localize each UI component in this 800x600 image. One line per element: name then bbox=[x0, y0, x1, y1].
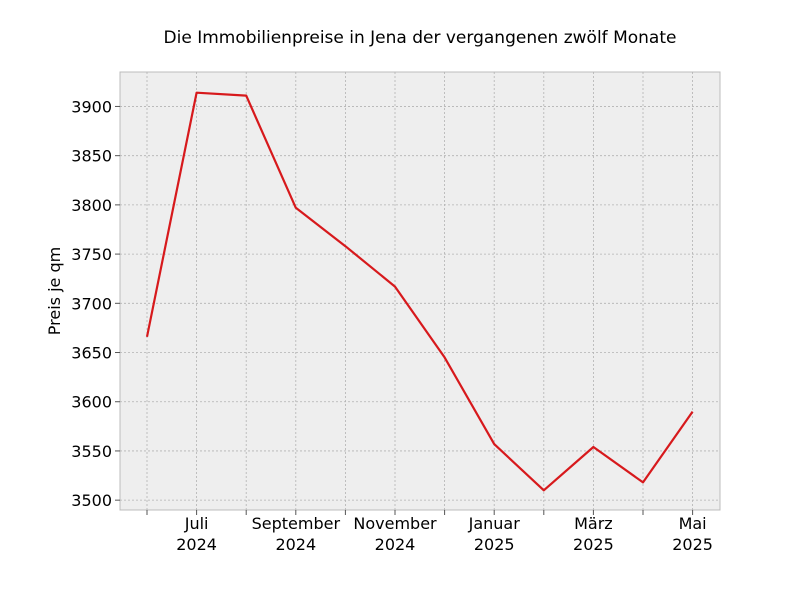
x-tick-label: Juli bbox=[184, 514, 209, 533]
x-tick-label: November bbox=[353, 514, 437, 533]
x-axis: Juli 2024 September 2024 November 2024 Januar 2… bbox=[146, 510, 713, 554]
y-tick-label: 3500 bbox=[71, 491, 112, 510]
y-tick-label: 3900 bbox=[71, 97, 112, 116]
chart-title: Die Immobilienpreise in Jena der vergang… bbox=[164, 28, 677, 48]
y-axis: 3500 3550 3600 3650 3700 3750 3800 3850 3900 bbox=[71, 97, 120, 510]
grid bbox=[120, 72, 720, 510]
x-tick-label-year: 2024 bbox=[176, 535, 217, 554]
y-tick-label: 3850 bbox=[71, 147, 112, 166]
series-group bbox=[145, 91, 694, 492]
x-tick-label-year: 2024 bbox=[375, 535, 416, 554]
x-tick-label-year: 2025 bbox=[672, 535, 713, 554]
x-tick-label-year: 2025 bbox=[474, 535, 515, 554]
x-tick-label: Mai bbox=[679, 514, 707, 533]
y-tick-label: 3750 bbox=[71, 245, 112, 264]
x-tick-label-year: 2024 bbox=[275, 535, 316, 554]
y-tick-label: 3650 bbox=[71, 344, 112, 363]
series-line bbox=[145, 91, 694, 492]
y-tick-label: 3550 bbox=[71, 442, 112, 461]
x-tick-label-year: 2025 bbox=[573, 535, 614, 554]
y-tick-label: 3600 bbox=[71, 393, 112, 412]
x-tick-label: September bbox=[252, 514, 341, 533]
x-tick-label: März bbox=[574, 514, 613, 533]
plot-area bbox=[119, 71, 721, 511]
y-axis-label: Preis je qm bbox=[45, 247, 64, 335]
y-tick-label: 3800 bbox=[71, 196, 112, 215]
x-tick-label: Januar bbox=[468, 514, 521, 533]
y-tick-label: 3700 bbox=[71, 294, 112, 313]
